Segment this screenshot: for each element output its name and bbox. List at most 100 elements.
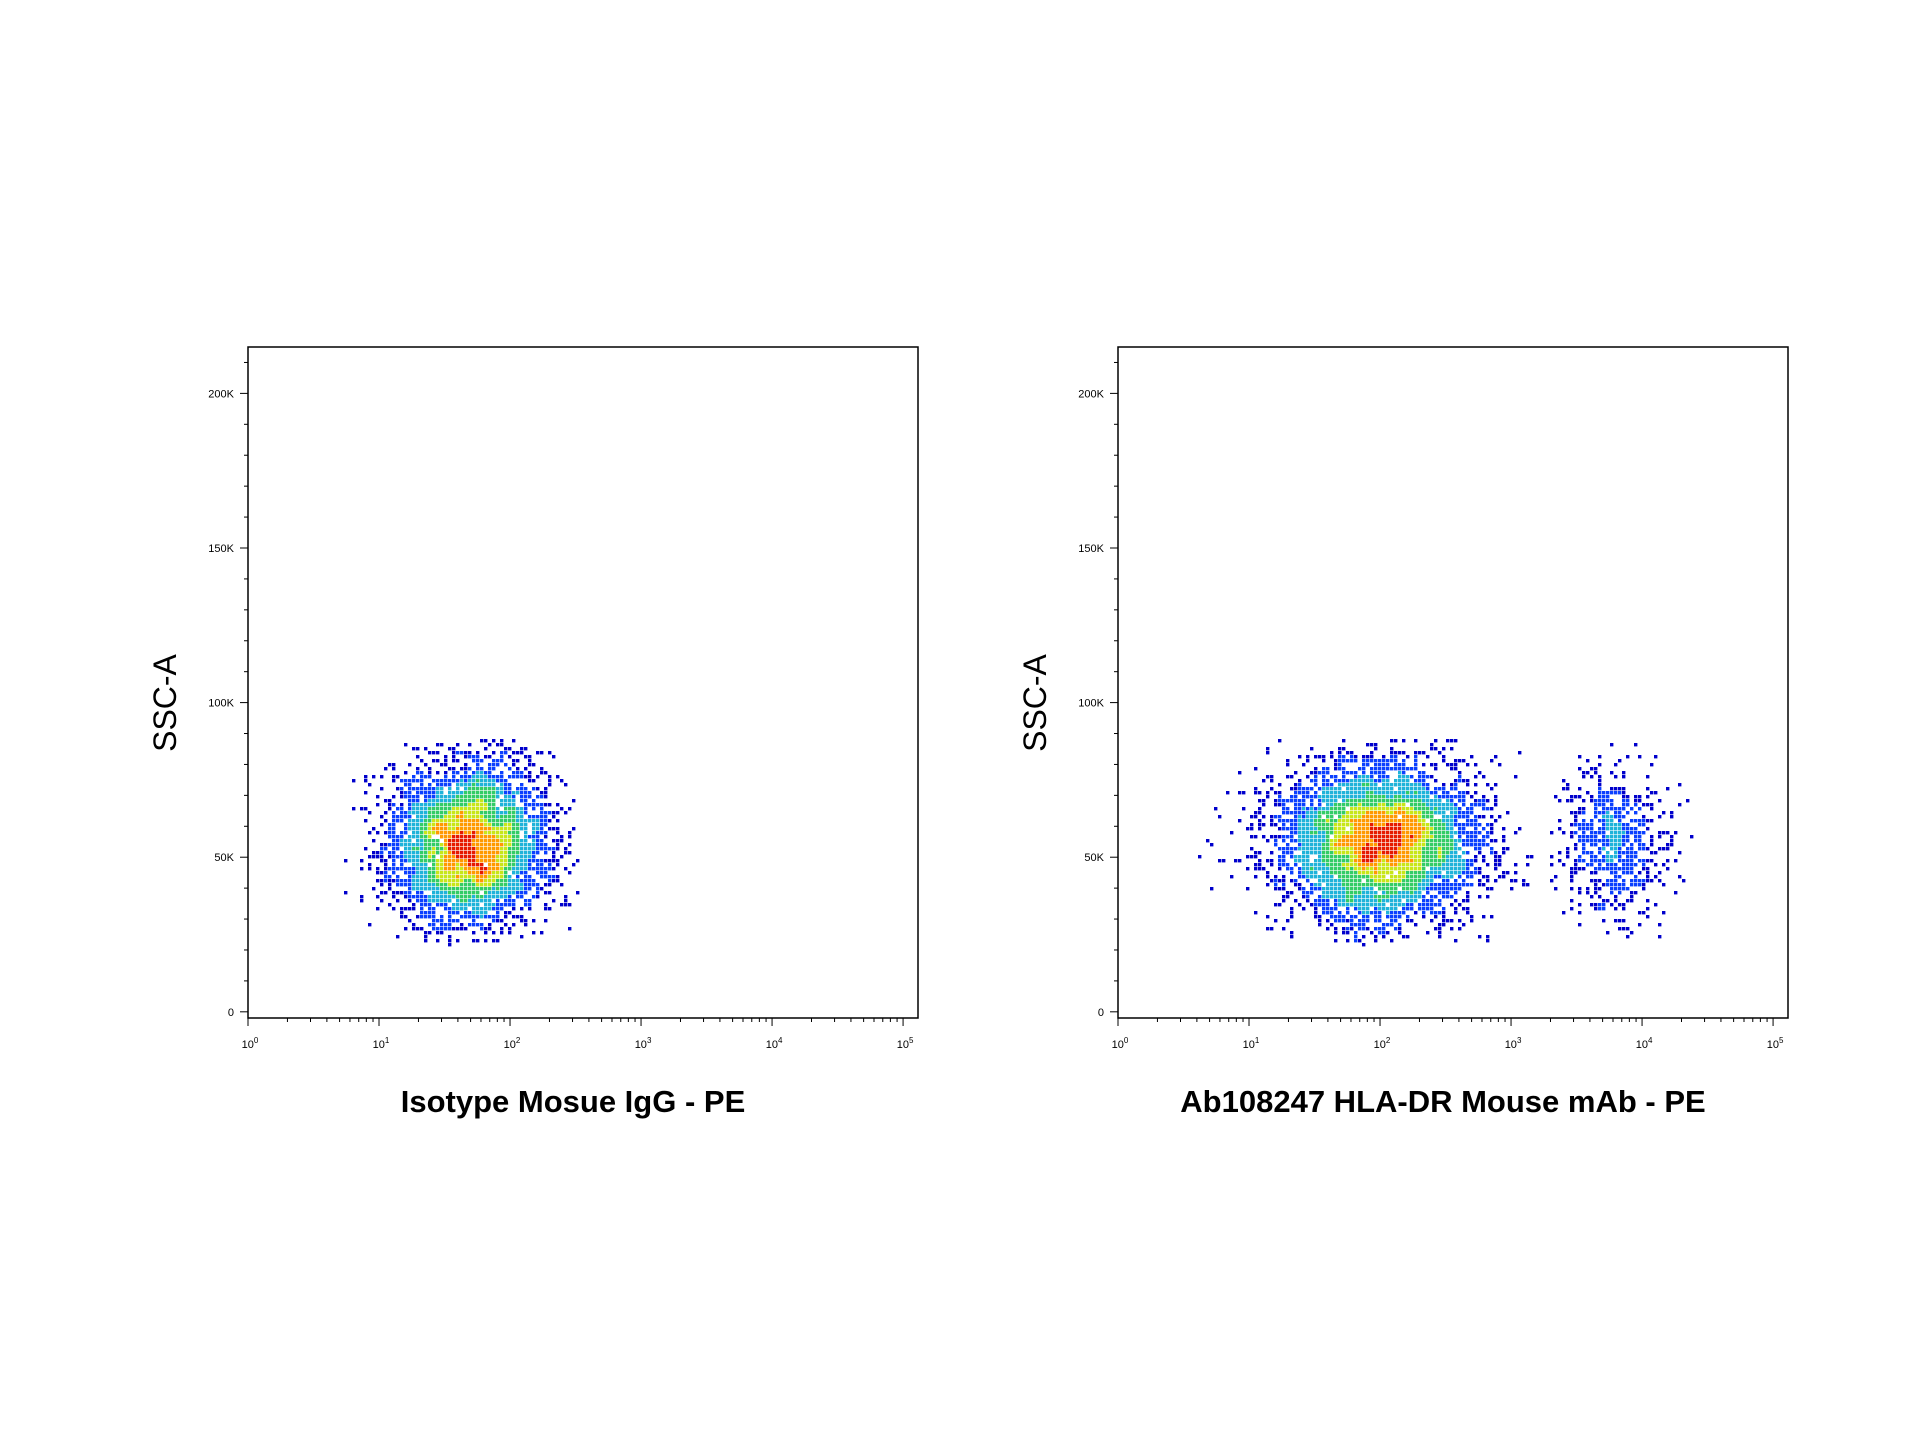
event-dot <box>1342 855 1346 859</box>
event-dot <box>1462 923 1466 927</box>
event-dot <box>1406 835 1410 839</box>
event-dot <box>1354 931 1358 935</box>
event-dot <box>1450 803 1454 807</box>
event-dot <box>1410 867 1414 871</box>
event-dot <box>1290 915 1294 919</box>
event-dot <box>504 763 508 767</box>
event-dot <box>1574 847 1578 851</box>
event-dot <box>1454 879 1458 883</box>
event-dot <box>452 839 456 843</box>
event-dot <box>444 851 448 855</box>
event-dot <box>1286 895 1290 899</box>
event-dot <box>444 887 448 891</box>
event-dot <box>508 755 512 759</box>
event-dot <box>476 923 480 927</box>
event-dot <box>452 779 456 783</box>
event-dot <box>1402 875 1406 879</box>
event-dot <box>1378 863 1382 867</box>
event-dot <box>1362 755 1366 759</box>
event-dot <box>1386 819 1390 823</box>
event-dot <box>1598 787 1602 791</box>
event-dot <box>1594 891 1598 895</box>
event-dot <box>1330 911 1334 915</box>
event-dot <box>1326 815 1330 819</box>
event-dot <box>1406 847 1410 851</box>
event-dot <box>528 859 532 863</box>
event-dot <box>500 775 504 779</box>
event-dot <box>500 739 504 743</box>
event-dot <box>1374 743 1378 747</box>
event-dot <box>1614 835 1618 839</box>
event-dot <box>1642 819 1646 823</box>
event-dot <box>1290 851 1294 855</box>
event-dot <box>1430 875 1434 879</box>
event-dot <box>380 855 384 859</box>
event-dot <box>516 815 520 819</box>
event-dot <box>1402 935 1406 939</box>
event-dot <box>432 863 436 867</box>
event-dot <box>1374 855 1378 859</box>
event-dot <box>1314 795 1318 799</box>
event-dot <box>1406 843 1410 847</box>
event-dot <box>468 803 472 807</box>
event-dot <box>1422 879 1426 883</box>
event-dot <box>444 867 448 871</box>
event-dot <box>484 891 488 895</box>
event-dot <box>1306 879 1310 883</box>
event-dot <box>1422 827 1426 831</box>
event-dot <box>1366 855 1370 859</box>
data-points-left <box>344 739 580 947</box>
event-dot <box>1254 911 1258 915</box>
event-dot <box>432 851 436 855</box>
event-dot <box>400 819 404 823</box>
event-dot <box>1270 879 1274 883</box>
event-dot <box>432 815 436 819</box>
event-dot <box>1410 903 1414 907</box>
event-dot <box>1382 903 1386 907</box>
event-dot <box>424 887 428 891</box>
event-dot <box>1626 855 1630 859</box>
event-dot <box>452 863 456 867</box>
event-dot <box>512 839 516 843</box>
event-dot <box>496 779 500 783</box>
event-dot <box>1386 891 1390 895</box>
event-dot <box>1382 899 1386 903</box>
x-tick-label: 101 <box>373 1036 390 1051</box>
event-dot <box>1438 863 1442 867</box>
event-dot <box>1438 935 1442 939</box>
event-dot <box>516 863 520 867</box>
event-dot <box>1634 879 1638 883</box>
event-dot <box>1298 871 1302 875</box>
event-dot <box>1270 779 1274 783</box>
event-dot <box>1258 867 1262 871</box>
event-dot <box>472 863 476 867</box>
event-dot <box>1458 807 1462 811</box>
event-dot <box>1398 927 1402 931</box>
event-dot <box>456 867 460 871</box>
event-dot <box>524 811 528 815</box>
event-dot <box>1430 827 1434 831</box>
event-dot <box>500 771 504 775</box>
event-dot <box>520 867 524 871</box>
event-dot <box>1302 907 1306 911</box>
event-dot <box>428 879 432 883</box>
event-dot <box>540 751 544 755</box>
event-dot <box>440 835 444 839</box>
event-dot <box>432 803 436 807</box>
event-dot <box>1302 887 1306 891</box>
event-dot <box>468 871 472 875</box>
event-dot <box>1402 823 1406 827</box>
event-dot <box>1474 827 1478 831</box>
event-dot <box>1254 811 1258 815</box>
event-dot <box>444 895 448 899</box>
event-dot <box>432 867 436 871</box>
event-dot <box>1446 875 1450 879</box>
event-dot <box>1434 903 1438 907</box>
event-dot <box>500 887 504 891</box>
event-dot <box>504 923 508 927</box>
event-dot <box>1614 887 1618 891</box>
event-dot <box>1334 855 1338 859</box>
event-dot <box>1450 875 1454 879</box>
event-dot <box>1402 847 1406 851</box>
event-dot <box>1330 915 1334 919</box>
